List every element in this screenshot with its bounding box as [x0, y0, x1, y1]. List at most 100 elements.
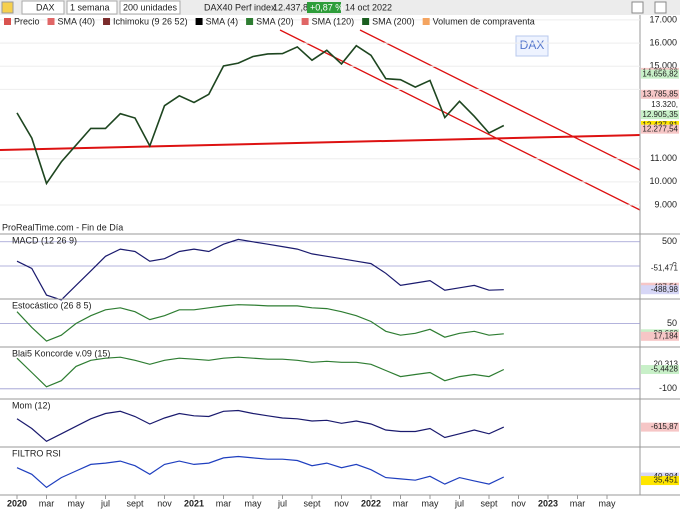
- price-tag: [641, 285, 679, 295]
- legend-label: Volumen de compraventa: [433, 16, 535, 26]
- price-tag-label: 13.320,: [651, 100, 678, 109]
- panel-title: FILTRO RSI: [12, 448, 61, 458]
- legend-label: Ichimoku (9 26 52): [113, 16, 188, 26]
- settings-button[interactable]: [631, 1, 644, 14]
- x-tick-label: nov: [334, 498, 349, 508]
- legend-swatch: [195, 18, 203, 25]
- legend-swatch: [4, 18, 11, 25]
- period-box[interactable]: [66, 0, 118, 15]
- legend-swatch: [301, 18, 309, 25]
- price-tag-label: 13.785,85: [642, 89, 678, 98]
- symbol-box[interactable]: [21, 0, 65, 15]
- price-tag: [641, 69, 679, 79]
- series-line: [16, 44, 505, 186]
- y-tick-label: 16.000: [649, 37, 677, 47]
- units-box[interactable]: [119, 0, 181, 15]
- legend-label: SMA (200): [372, 16, 415, 26]
- y-tick-label: 11.000: [650, 153, 677, 163]
- x-tick-label: jul: [100, 498, 110, 508]
- x-tick-label: 2023: [538, 498, 558, 508]
- series-line: [16, 455, 505, 489]
- legend-swatch: [103, 18, 111, 25]
- units[interactable]: 200 unidades: [123, 2, 178, 12]
- symbol[interactable]: DAX: [36, 2, 55, 12]
- price-tag-label: 14.656,82: [642, 69, 678, 78]
- y-tick-label: 10.000: [649, 176, 677, 186]
- price-tag: [641, 100, 679, 110]
- price-tag: [641, 365, 679, 375]
- price-tag-label: 12.905,35: [642, 110, 678, 119]
- x-tick-label: nov: [511, 498, 526, 508]
- series-line: [16, 356, 505, 388]
- legend-swatch: [246, 18, 254, 25]
- x-tick-label: may: [67, 498, 85, 508]
- x-tick-label: jul: [277, 498, 287, 508]
- price-tag: [641, 110, 679, 120]
- x-tick-label: may: [598, 498, 616, 508]
- last-price: 12.437,81: [273, 2, 313, 12]
- panel-title: Mom (12): [12, 400, 51, 410]
- legend-swatch: [362, 18, 370, 25]
- y-tick-label: 500: [662, 236, 677, 246]
- source: ProRealTime.com - Fin de Día: [2, 222, 123, 232]
- x-tick-label: 2021: [184, 498, 204, 508]
- price-tag-label: -488,98: [651, 285, 679, 294]
- price-tag: [641, 331, 679, 341]
- price-tag: [641, 264, 679, 274]
- y-tick-label: -100: [659, 383, 677, 393]
- price-tag-label: 20,313: [654, 359, 679, 368]
- x-tick-label: may: [421, 498, 439, 508]
- x-tick-label: mar: [570, 498, 586, 508]
- trend-line: [359, 29, 641, 171]
- x-tick-label: 2022: [361, 498, 381, 508]
- badge-box: [515, 35, 549, 57]
- legend-label: SMA (20): [256, 16, 294, 26]
- x-tick-label: may: [244, 498, 262, 508]
- price-tag: [641, 476, 679, 486]
- price-tag-label: -615,87: [651, 422, 679, 431]
- date: 14 oct 2022: [345, 2, 392, 12]
- legend-label: SMA (40): [58, 16, 96, 26]
- badge: DAX: [520, 38, 545, 52]
- y-tick-label: 9.000: [654, 199, 677, 209]
- price-tag-label: -5,4428: [651, 365, 679, 374]
- legend-label: SMA (4): [206, 16, 239, 26]
- period[interactable]: 1 semana: [70, 2, 110, 12]
- price-tag-label: 12.277,54: [642, 124, 678, 133]
- trend-line: [279, 29, 641, 211]
- price-tag-label: 35,451: [654, 476, 679, 485]
- x-tick-label: mar: [39, 498, 55, 508]
- series-line: [16, 238, 504, 301]
- legend-swatch: [47, 18, 55, 25]
- x-tick-label: mar: [216, 498, 232, 508]
- folder-icon[interactable]: [1, 1, 14, 14]
- x-tick-label: 2020: [7, 498, 27, 508]
- panel-title: Blai5 Koncorde v.09 (15): [12, 348, 110, 358]
- x-tick-label: mar: [393, 498, 409, 508]
- y-tick-label: 15.000: [649, 61, 677, 71]
- series-line: [16, 409, 505, 443]
- price-tag-label: 17,184: [654, 331, 679, 340]
- x-tick-label: jul: [454, 498, 464, 508]
- panel-title: MACD (12 26 9): [12, 235, 77, 245]
- x-tick-label: sept: [303, 498, 321, 508]
- legend-label: Precio: [14, 16, 40, 26]
- y-tick-label: 50: [667, 318, 677, 328]
- series-line: [16, 304, 504, 342]
- change-box: [307, 2, 341, 13]
- support-line: [0, 134, 641, 151]
- legend-swatch: [422, 18, 430, 25]
- x-tick-label: nov: [157, 498, 172, 508]
- price-tag: [641, 359, 679, 369]
- close-button[interactable]: [654, 1, 667, 14]
- change: +0,87 %: [310, 2, 343, 12]
- price-tag: [641, 89, 679, 99]
- panel-title: Estocástico (26 8 5): [12, 300, 92, 310]
- instrument: DAX40 Perf index: [204, 2, 276, 12]
- x-tick-label: sept: [480, 498, 498, 508]
- y-tick-label: 17.000: [649, 14, 677, 24]
- legend-label: SMA (120): [312, 16, 355, 26]
- price-tag: [641, 422, 679, 432]
